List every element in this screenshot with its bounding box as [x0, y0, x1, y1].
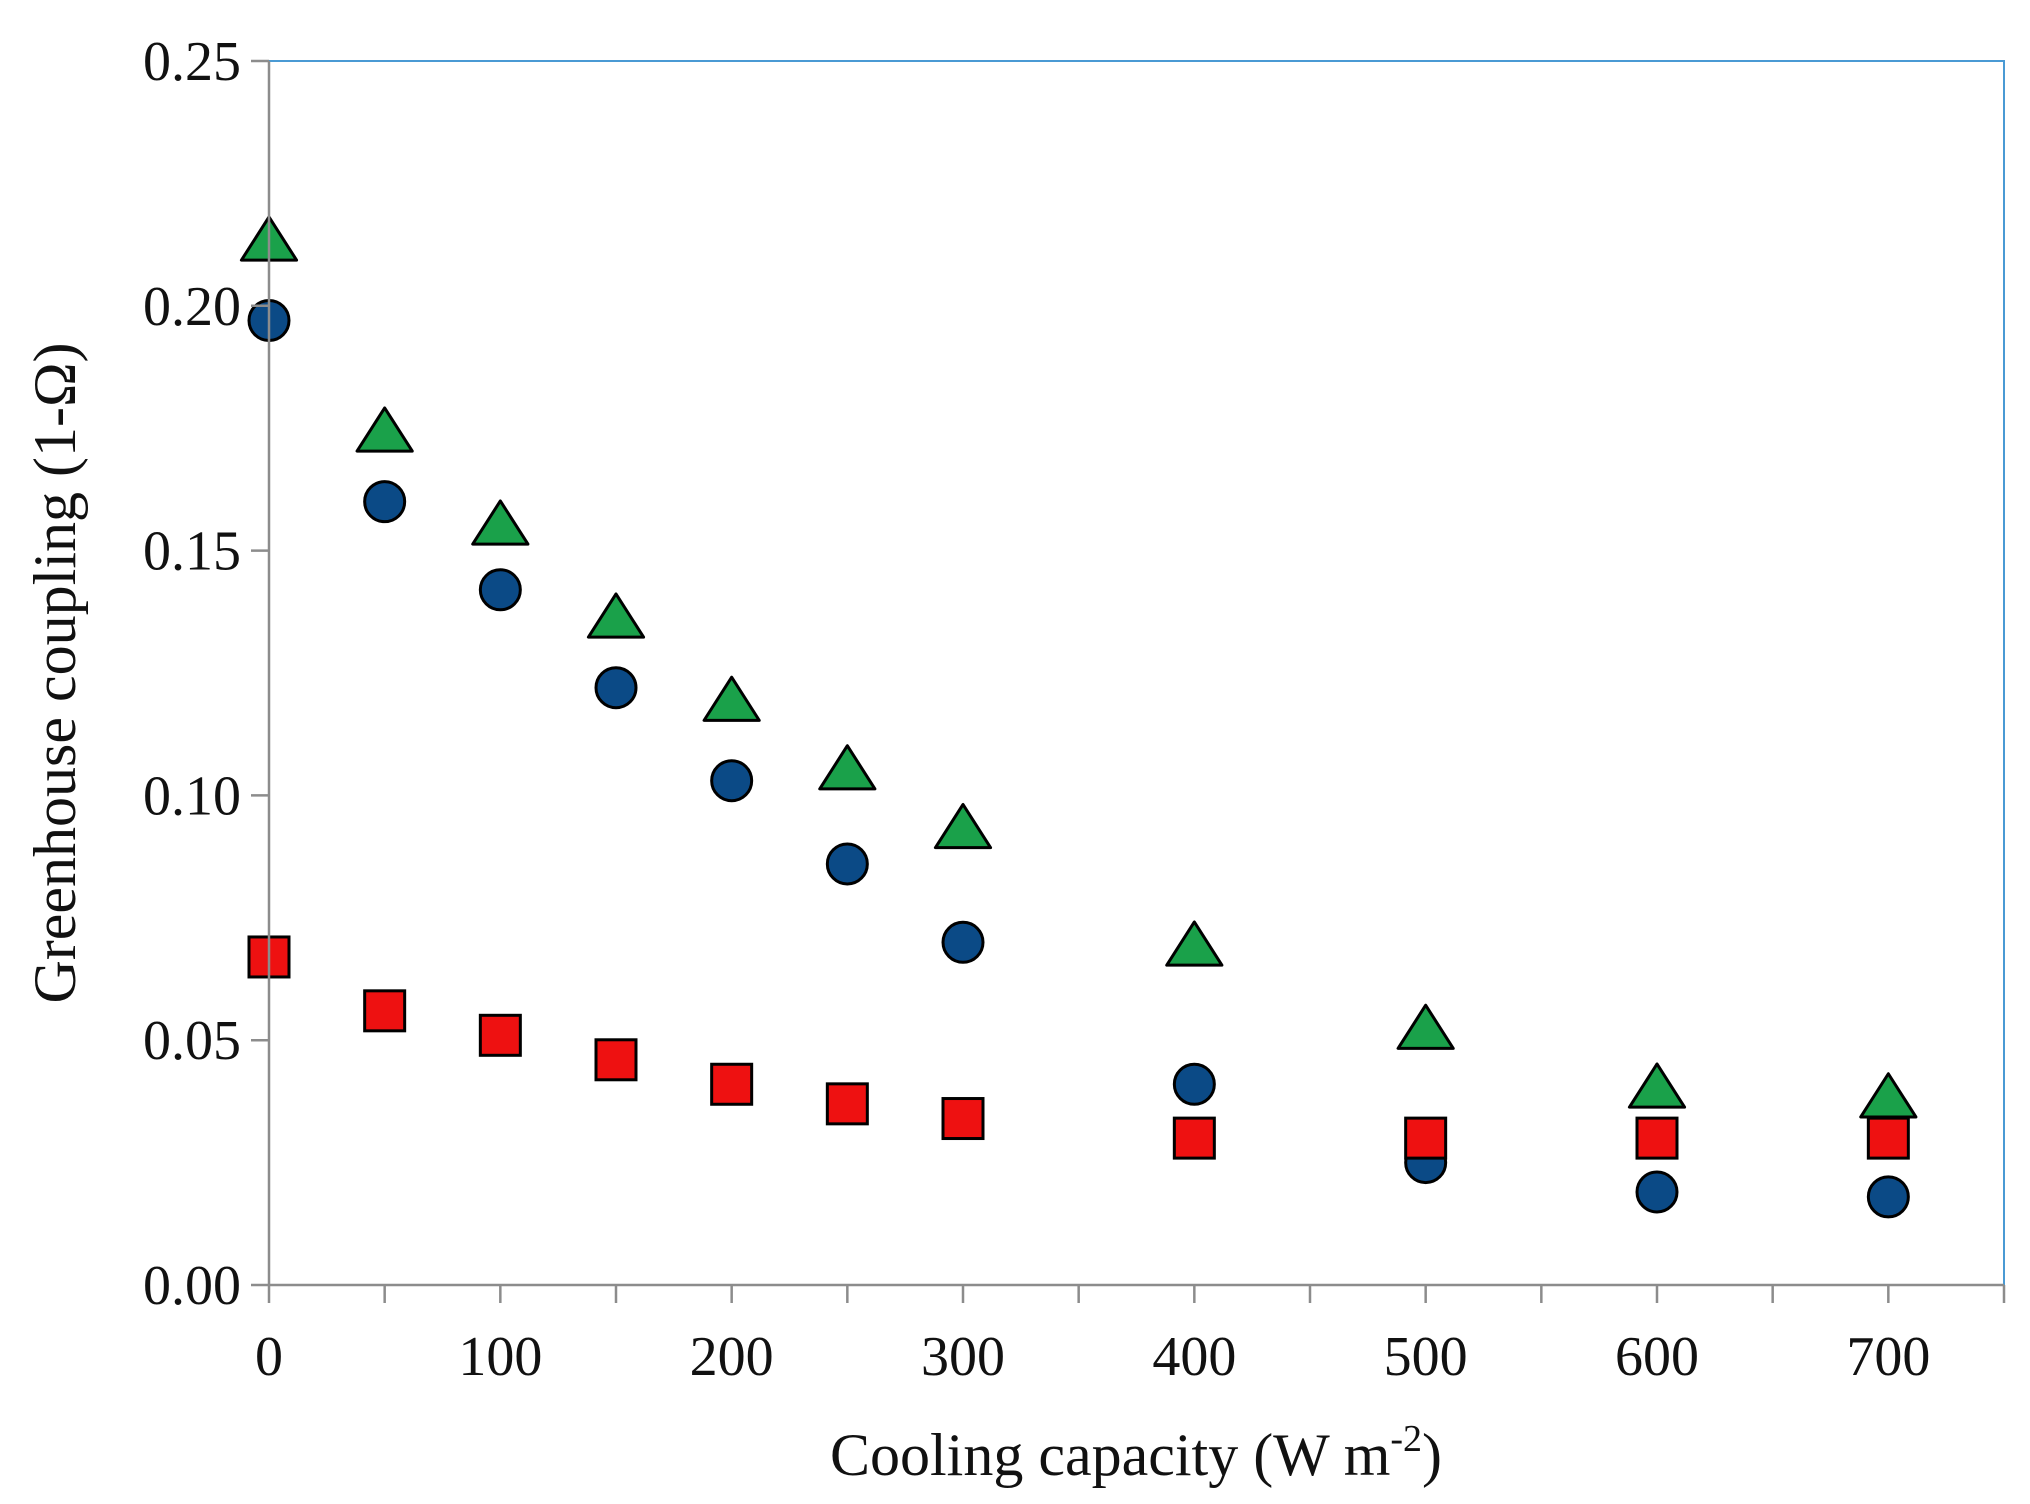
- triangle-point: [1396, 1003, 1455, 1050]
- square-point: [825, 1082, 869, 1126]
- y-tick-label: 0.20: [143, 276, 241, 338]
- circle-point: [825, 842, 869, 886]
- square-point: [1866, 1116, 1910, 1160]
- y-tick-label: 0.10: [143, 765, 241, 827]
- square-point: [363, 989, 407, 1033]
- plot-area-border: [268, 60, 2005, 1286]
- data-marks: [239, 215, 1918, 1219]
- triangle-point: [1165, 920, 1224, 967]
- circle-point: [1172, 1062, 1216, 1106]
- square-point: [710, 1062, 754, 1106]
- circle-point: [710, 759, 754, 803]
- y-tick-label: 0.25: [143, 31, 241, 93]
- square-point: [478, 1013, 522, 1057]
- x-tick-label: 600: [1615, 1326, 1699, 1388]
- circle-point: [1635, 1170, 1679, 1214]
- triangle-point: [1627, 1062, 1687, 1109]
- triangle-point: [586, 592, 646, 639]
- square-point: [1635, 1116, 1679, 1160]
- x-axis-title: Cooling capacity (W m-2): [830, 1418, 1442, 1488]
- x-tick-label: 500: [1384, 1326, 1468, 1388]
- square-point: [1404, 1116, 1448, 1160]
- y-tick-label: 0.05: [143, 1010, 241, 1072]
- circle-point: [363, 480, 407, 524]
- triangle-point: [1859, 1072, 1918, 1119]
- square-point: [1172, 1116, 1216, 1160]
- x-tick-label: 200: [690, 1326, 774, 1388]
- y-axis-ticks: 0.00 0.05 0.10 0.15 0.20 0.25: [143, 31, 269, 1317]
- circle-point: [478, 568, 522, 612]
- triangle-point: [355, 406, 414, 453]
- circle-point: [941, 920, 985, 964]
- y-tick-label: 0.15: [143, 521, 241, 583]
- square-point: [941, 1097, 985, 1141]
- x-tick-label: 100: [458, 1326, 542, 1388]
- x-axis-ticks: 0 100 200 300 400 500 600 700: [255, 1285, 2006, 1388]
- x-tick-label: 400: [1152, 1326, 1236, 1388]
- y-axis-title: Greenhouse coupling (1-Ω): [22, 342, 88, 1003]
- square-point: [594, 1038, 638, 1082]
- triangle-point: [471, 499, 530, 546]
- triangle-point: [702, 675, 761, 722]
- circle-point: [1866, 1175, 1910, 1219]
- x-tick-label: 0: [255, 1326, 283, 1388]
- x-tick-label: 300: [921, 1326, 1005, 1388]
- triangle-point: [818, 744, 877, 791]
- y-tick-label: 0.00: [143, 1255, 241, 1317]
- circle-point: [594, 666, 638, 710]
- triangle-point: [933, 802, 993, 850]
- x-tick-label: 700: [1846, 1326, 1930, 1388]
